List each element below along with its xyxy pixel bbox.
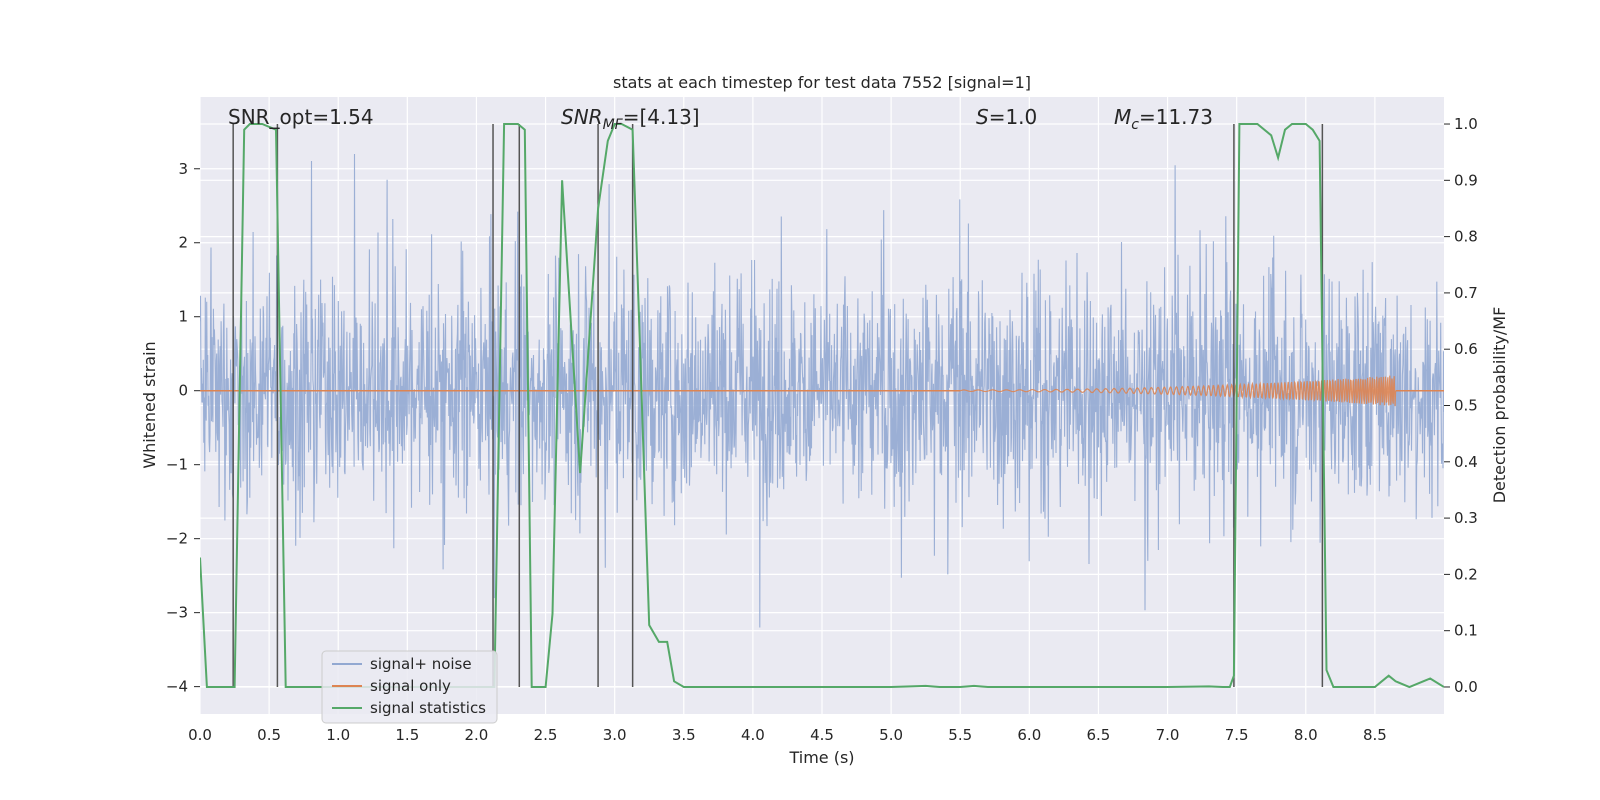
y-right-tick-label: 0.6 (1454, 340, 1478, 358)
annotation-s: S=1.0 (976, 105, 1037, 129)
x-tick-label: 1.5 (395, 726, 419, 744)
y-axis-label-right: Detection probability/MF (1490, 307, 1509, 504)
x-tick-label: 2.0 (465, 726, 489, 744)
x-tick-labels: 0.0 0.5 1.0 1.5 2.0 2.5 3.0 3.5 4.0 4.5 5.0 5.5 6.0 6… (188, 726, 1387, 744)
annotation-snr-mf-sub: MF (603, 117, 624, 133)
annotation-mc-name: M (1114, 105, 1131, 129)
x-tick-label: 3.5 (672, 726, 696, 744)
y-axis-label-left: Whitened strain (140, 341, 159, 468)
x-tick-label: 0.0 (188, 726, 212, 744)
annotation-snr-mf: SNRMF=[4.13] (561, 105, 700, 133)
x-tick-label: 2.5 (534, 726, 558, 744)
y-left-tick-label: 2 (178, 234, 188, 252)
y-left-tick-label: −2 (166, 530, 188, 548)
y-right-tick-label: 0.9 (1454, 171, 1478, 189)
annotation-mc: Mc=11.73 (1114, 105, 1213, 133)
annotation-mc-value: =11.73 (1139, 105, 1213, 129)
x-tick-label: 7.5 (1225, 726, 1249, 744)
x-tick-label: 3.0 (603, 726, 627, 744)
y-left-tick-label: 0 (178, 382, 188, 400)
y-left-tick-label: 1 (178, 308, 188, 326)
y-right-tick-label: 1.0 (1454, 115, 1478, 133)
y-right-tick-label: 0.2 (1454, 565, 1478, 583)
x-tick-label: 5.5 (948, 726, 972, 744)
y-right-tick-label: 0.0 (1454, 678, 1478, 696)
annotation-snr-mf-name: SNR (561, 105, 603, 129)
y-right-tick-label: 0.7 (1454, 284, 1478, 302)
y-left-tick-label: 3 (178, 160, 188, 178)
annotation-snr-opt: SNR_opt=1.54 (228, 105, 374, 129)
x-tick-label: 0.5 (257, 726, 281, 744)
legend-box (321, 650, 498, 724)
x-tick-label: 6.0 (1017, 726, 1041, 744)
x-tick-label: 1.0 (326, 726, 350, 744)
x-tick-label: 8.0 (1294, 726, 1318, 744)
y-right-tick-labels: 1.0 0.9 0.8 0.7 0.6 0.5 0.4 0.3 0.2 0.1 0.0 (1444, 115, 1478, 696)
y-left-tick-labels: 3 2 1 0 −1 −2 −3 −4 (166, 160, 200, 696)
y-right-tick-label: 0.1 (1454, 622, 1478, 640)
legend-label-signal-statistics: signal statistics (370, 699, 486, 717)
annotation-s-value: =1.0 (989, 105, 1038, 129)
y-left-tick-label: −4 (166, 678, 188, 696)
y-right-tick-label: 0.3 (1454, 509, 1478, 527)
x-tick-label: 4.5 (810, 726, 834, 744)
legend: signal+ noise signal only signal statist… (321, 650, 498, 724)
y-left-tick-label: −1 (166, 456, 188, 474)
annotation-snr-mf-value: =[4.13] (623, 105, 700, 129)
x-axis-label: Time (s) (788, 748, 854, 767)
x-tick-label: 7.0 (1156, 726, 1180, 744)
legend-label-signal-noise: signal+ noise (370, 655, 472, 673)
y-right-tick-label: 0.4 (1454, 453, 1478, 471)
x-tick-label: 8.5 (1363, 726, 1387, 744)
y-left-tick-label: −3 (166, 604, 188, 622)
annotation-s-name: S (976, 105, 989, 129)
chart-title: stats at each timestep for test data 755… (613, 73, 1031, 92)
y-right-tick-label: 0.5 (1454, 397, 1478, 415)
legend-label-signal-only: signal only (370, 677, 451, 695)
annotation-mc-sub: c (1131, 117, 1139, 133)
y-right-tick-label: 0.8 (1454, 228, 1478, 246)
x-tick-label: 4.0 (741, 726, 765, 744)
x-tick-label: 6.5 (1087, 726, 1111, 744)
x-tick-label: 5.0 (879, 726, 903, 744)
